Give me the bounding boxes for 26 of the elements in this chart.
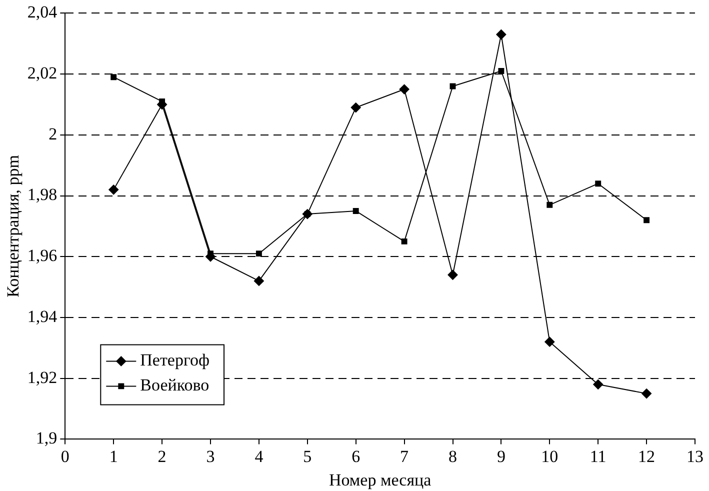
- y-tick-label: 2: [48, 124, 58, 144]
- x-tick-label: 11: [590, 446, 606, 466]
- y-tick-label: 1,92: [27, 368, 58, 387]
- x-tick-label: 3: [206, 446, 215, 466]
- y-tick-label: 1,9: [36, 428, 58, 448]
- x-tick-label: 9: [496, 446, 506, 466]
- y-axis-title: Концентрация, ppm: [4, 155, 23, 298]
- y-tick-label: 1,96: [27, 246, 58, 266]
- x-tick-label: 12: [638, 446, 656, 466]
- y-tick-label: 1,94: [27, 306, 58, 326]
- x-tick-label: 10: [541, 446, 558, 466]
- y-tick-label: 2,02: [27, 64, 58, 83]
- y-tick-label: 2,04: [27, 2, 58, 22]
- x-tick-label: 8: [448, 446, 457, 466]
- x-tick-label: 2: [158, 446, 166, 466]
- legend-label: Петергоф: [140, 350, 210, 370]
- x-tick-label: 7: [400, 446, 410, 466]
- x-tick-label: 6: [352, 446, 360, 466]
- legend-label: Воейково: [140, 376, 210, 395]
- x-tick-label: 4: [254, 446, 264, 466]
- x-tick-label: 0: [60, 446, 70, 466]
- x-tick-label: 5: [303, 446, 312, 466]
- y-tick-label: 1,98: [27, 185, 58, 204]
- x-axis-title: Номер месяца: [328, 470, 432, 490]
- x-tick-label: 13: [686, 446, 704, 466]
- x-tick-label: 1: [109, 446, 118, 466]
